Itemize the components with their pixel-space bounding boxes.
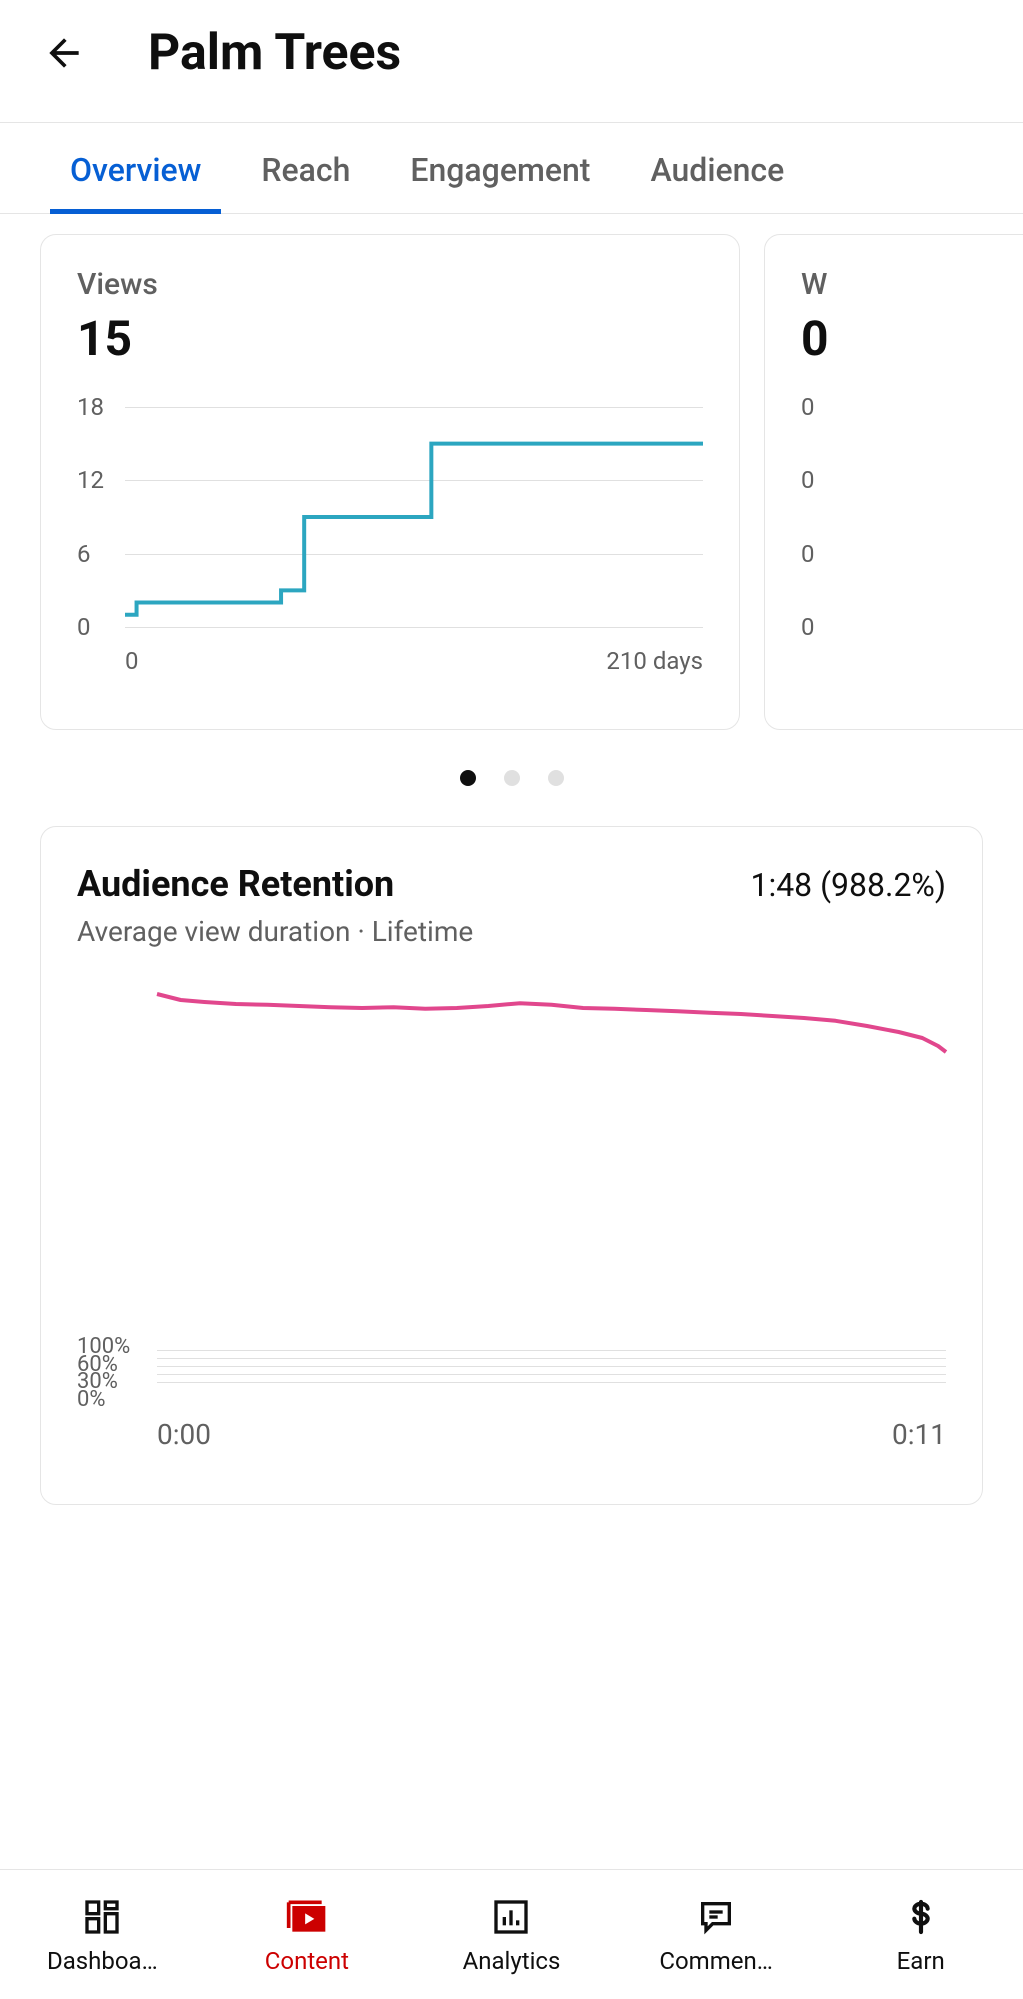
- retention-grid: [157, 1350, 946, 1390]
- watch-time-chart: 0000: [801, 407, 1023, 697]
- audience-retention-card[interactable]: Audience Retention 1:48 (988.2%) Average…: [40, 826, 983, 1505]
- tab-audience[interactable]: Audience: [620, 123, 814, 213]
- bottom-nav: Dashboa… Content: [0, 1869, 1023, 1999]
- nav-earn[interactable]: Earn: [841, 1895, 1001, 1975]
- earn-icon: [899, 1895, 943, 1939]
- views-label: Views: [77, 267, 703, 302]
- x-tick-start: 0: [125, 647, 139, 675]
- watch-time-value: 0: [801, 310, 1023, 367]
- tabs-row: Overview Reach Engagement Audience: [0, 123, 1023, 214]
- page-title: Palm Trees: [148, 24, 401, 82]
- analytics-icon: [489, 1895, 533, 1939]
- retention-header: Audience Retention 1:48 (988.2%): [77, 863, 946, 905]
- dot-1[interactable]: [504, 770, 520, 786]
- header: Palm Trees: [0, 0, 1023, 123]
- nav-earn-label: Earn: [897, 1947, 945, 1975]
- retention-x-start: 0:00: [157, 1418, 211, 1451]
- dot-0[interactable]: [460, 770, 476, 786]
- nav-dashboard[interactable]: Dashboa…: [22, 1895, 182, 1975]
- views-x-axis: 0 210 days: [125, 647, 703, 675]
- content-area: Views 15 061218 0 210 days W 0 0000: [0, 214, 1023, 1999]
- nav-comments[interactable]: Commen…: [636, 1895, 796, 1975]
- watch-time-card[interactable]: W 0 0000: [764, 234, 1023, 730]
- retention-subtitle: Average view duration · Lifetime: [77, 915, 946, 948]
- retention-y-labels: 100% 60% 30% 0%: [77, 1338, 130, 1408]
- nav-comments-label: Commen…: [659, 1947, 772, 1975]
- nav-content[interactable]: Content: [227, 1895, 387, 1975]
- tab-reach[interactable]: Reach: [231, 123, 380, 213]
- watch-time-label: W: [801, 267, 1023, 302]
- comments-icon: [694, 1895, 738, 1939]
- retention-x-end: 0:11: [892, 1418, 946, 1451]
- views-chart: 061218 0 210 days: [77, 407, 703, 697]
- dot-2[interactable]: [548, 770, 564, 786]
- views-card[interactable]: Views 15 061218 0 210 days: [40, 234, 740, 730]
- tab-engagement[interactable]: Engagement: [380, 123, 620, 213]
- nav-analytics-label: Analytics: [463, 1947, 561, 1975]
- tab-overview[interactable]: Overview: [40, 123, 231, 213]
- retention-title: Audience Retention: [77, 863, 394, 905]
- metric-cards-row[interactable]: Views 15 061218 0 210 days W 0 0000: [0, 234, 1023, 730]
- retention-stat: 1:48 (988.2%): [750, 866, 946, 904]
- retention-x-axis: 0:00 0:11: [157, 1418, 946, 1451]
- pagination-dots: [0, 730, 1023, 826]
- x-tick-end: 210 days: [606, 647, 703, 675]
- arrow-left-icon: [42, 31, 86, 75]
- back-button[interactable]: [40, 29, 88, 77]
- content-icon: [285, 1895, 329, 1939]
- retention-chart: 100% 60% 30% 0% 0:00 0:11: [77, 988, 946, 1468]
- views-value: 15: [77, 310, 703, 367]
- nav-content-label: Content: [265, 1947, 349, 1975]
- dashboard-icon: [80, 1895, 124, 1939]
- nav-analytics[interactable]: Analytics: [431, 1895, 591, 1975]
- nav-dashboard-label: Dashboa…: [47, 1947, 158, 1975]
